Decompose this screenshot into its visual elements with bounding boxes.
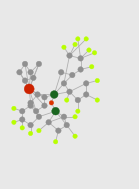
Circle shape <box>64 122 70 128</box>
Circle shape <box>73 115 77 119</box>
Circle shape <box>49 101 54 105</box>
Circle shape <box>36 114 42 119</box>
Circle shape <box>33 108 39 114</box>
Circle shape <box>84 37 88 41</box>
Circle shape <box>24 84 34 94</box>
Circle shape <box>83 92 89 97</box>
Circle shape <box>90 64 94 69</box>
Circle shape <box>70 72 75 78</box>
Circle shape <box>42 94 47 100</box>
Circle shape <box>19 117 25 122</box>
Circle shape <box>58 70 64 75</box>
Circle shape <box>95 78 100 83</box>
Circle shape <box>28 100 33 106</box>
Circle shape <box>67 53 72 58</box>
Circle shape <box>20 126 24 130</box>
Circle shape <box>61 81 67 86</box>
Circle shape <box>37 129 41 133</box>
Circle shape <box>22 61 28 67</box>
Circle shape <box>76 37 80 41</box>
Circle shape <box>28 131 33 136</box>
Circle shape <box>28 122 33 128</box>
Circle shape <box>87 48 91 52</box>
Circle shape <box>36 61 42 67</box>
Circle shape <box>78 67 83 72</box>
Circle shape <box>73 134 77 138</box>
Circle shape <box>28 103 33 108</box>
Circle shape <box>28 70 33 75</box>
Circle shape <box>62 45 66 50</box>
Circle shape <box>92 51 97 55</box>
Circle shape <box>31 75 36 81</box>
Circle shape <box>61 114 67 119</box>
Circle shape <box>22 78 28 83</box>
Circle shape <box>53 139 58 144</box>
Circle shape <box>67 89 72 94</box>
Circle shape <box>46 120 51 125</box>
Circle shape <box>95 98 100 102</box>
Circle shape <box>50 91 58 98</box>
Circle shape <box>83 81 89 86</box>
Circle shape <box>17 70 22 75</box>
Circle shape <box>78 56 83 61</box>
Circle shape <box>75 97 81 103</box>
Circle shape <box>73 42 77 47</box>
Circle shape <box>76 109 80 113</box>
Circle shape <box>52 107 59 115</box>
Circle shape <box>12 120 16 125</box>
Circle shape <box>19 108 25 114</box>
Circle shape <box>12 106 16 111</box>
Circle shape <box>64 98 69 102</box>
Circle shape <box>35 92 40 97</box>
Circle shape <box>42 103 47 108</box>
Circle shape <box>56 128 61 133</box>
